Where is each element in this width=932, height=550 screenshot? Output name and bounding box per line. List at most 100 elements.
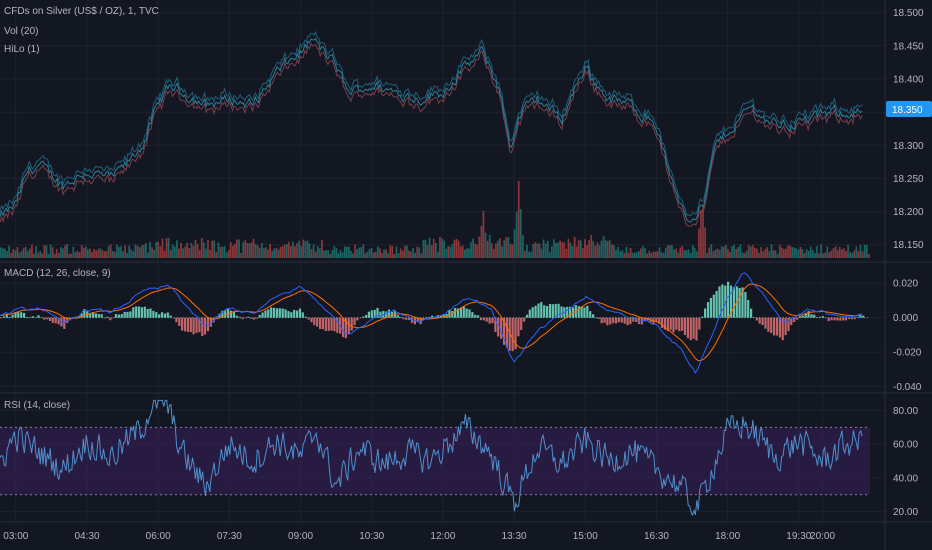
volume-bar bbox=[780, 247, 783, 258]
macd-pane-label[interactable]: MACD (12, 26, close, 9) bbox=[4, 268, 111, 279]
volume-bar bbox=[12, 249, 15, 258]
macd-hist-bar bbox=[465, 308, 468, 318]
macd-hist-bar bbox=[494, 317, 497, 332]
macd-hist-bar bbox=[632, 317, 635, 322]
volume-bar bbox=[565, 248, 568, 258]
volume-bar bbox=[178, 248, 180, 258]
volume-bar bbox=[16, 247, 19, 258]
macd-hist-bar bbox=[112, 317, 115, 319]
volume-bar bbox=[660, 252, 663, 258]
macd-histogram bbox=[0, 281, 865, 352]
macd-hist-bar bbox=[606, 317, 609, 326]
volume-bar bbox=[362, 244, 365, 258]
macd-hist-bar bbox=[135, 306, 138, 318]
macd-hist-bar bbox=[129, 311, 132, 318]
volume-bar bbox=[109, 244, 112, 258]
rsi-axis[interactable]: 80.00 60.00 40.00 20.00 bbox=[893, 406, 918, 518]
macd-hist-bar bbox=[195, 317, 198, 333]
macd-hist-bar bbox=[523, 317, 526, 322]
volume-bar bbox=[350, 250, 352, 258]
macd-hist-bar bbox=[778, 317, 781, 338]
volume-bar bbox=[623, 252, 626, 258]
volume-bar bbox=[863, 244, 866, 258]
volume-bar bbox=[650, 253, 653, 258]
volume-bar bbox=[45, 245, 48, 258]
macd-hist-bar bbox=[790, 317, 793, 325]
volume-bar bbox=[306, 240, 309, 258]
time-tick-label: 20:00 bbox=[810, 531, 835, 542]
volume-bar bbox=[136, 245, 139, 258]
macd-hist-bar bbox=[816, 317, 819, 318]
volume-bar bbox=[184, 246, 187, 258]
macd-hist-bar bbox=[402, 317, 405, 320]
volume-bar bbox=[10, 253, 13, 258]
volume-bar bbox=[596, 242, 599, 258]
volume-bar bbox=[700, 210, 702, 258]
volume-bar bbox=[638, 251, 640, 258]
macd-hist-bar bbox=[698, 317, 701, 330]
volume-bar bbox=[551, 246, 553, 258]
volume-bar bbox=[128, 245, 131, 258]
indicator-hilo-label[interactable]: HiLo (1) bbox=[4, 44, 40, 55]
macd-hist-bar bbox=[508, 317, 511, 351]
macd-hist-bar bbox=[301, 312, 304, 318]
macd-hist-bar bbox=[8, 316, 11, 318]
volume-bar bbox=[741, 252, 744, 258]
volume-bar bbox=[242, 242, 245, 258]
symbol-title[interactable]: CFDs on Silver (US$ / OZ), 1, TVC bbox=[4, 6, 159, 17]
macd-hist-bar bbox=[347, 317, 350, 335]
volume-bar bbox=[223, 246, 226, 258]
macd-hist-bar bbox=[324, 317, 327, 331]
macd-hist-bar bbox=[181, 317, 184, 331]
volume-bar bbox=[20, 250, 23, 258]
volume-bar bbox=[617, 247, 619, 258]
volume-bar bbox=[298, 240, 300, 258]
volume-bar bbox=[495, 243, 497, 258]
volume-bar bbox=[329, 254, 332, 258]
volume-bar bbox=[708, 247, 711, 258]
volume-bar bbox=[772, 250, 775, 258]
volume-bar bbox=[101, 249, 104, 258]
macd-hist-bar bbox=[505, 317, 508, 348]
macd-hist-bar bbox=[23, 312, 26, 318]
volume-bar bbox=[430, 245, 433, 258]
volume-bar bbox=[51, 247, 54, 258]
rsi-pane-label[interactable]: RSI (14, close) bbox=[4, 400, 70, 411]
volume-bar bbox=[546, 240, 549, 258]
volume-bar bbox=[739, 244, 742, 258]
volume-bar bbox=[256, 245, 259, 258]
volume-bar bbox=[47, 253, 50, 258]
volume-bar bbox=[615, 249, 617, 258]
macd-hist-bar bbox=[224, 310, 227, 318]
macd-hist-bar bbox=[827, 317, 830, 322]
price-high-line bbox=[0, 30, 863, 217]
macd-hist-bar bbox=[336, 317, 339, 333]
macd-hist-bar bbox=[491, 317, 494, 324]
volume-bar bbox=[499, 238, 501, 258]
macd-axis[interactable]: 0.020 0.000 -0.020 -0.040 bbox=[893, 279, 922, 393]
macd-hist-bar bbox=[284, 309, 287, 318]
volume-bar bbox=[727, 249, 729, 258]
macd-hist-bar bbox=[500, 317, 503, 339]
volume-bar bbox=[163, 250, 166, 258]
macd-hist-bar bbox=[767, 317, 770, 332]
volume-bar bbox=[830, 250, 833, 258]
macd-hist-bar bbox=[850, 317, 853, 320]
macd-hist-bar bbox=[712, 294, 715, 318]
macd-hist-bar bbox=[603, 317, 606, 323]
volume-bar bbox=[356, 249, 358, 258]
volume-bar bbox=[22, 247, 25, 258]
macd-hist-bar bbox=[847, 317, 850, 319]
volume-bar bbox=[859, 244, 862, 258]
macd-hist-bar bbox=[327, 317, 330, 331]
indicator-vol-label[interactable]: Vol (20) bbox=[4, 26, 38, 37]
macd-hist-bar bbox=[201, 317, 204, 336]
macd-hist-bar bbox=[456, 308, 460, 318]
time-axis[interactable]: 03:00 04:30 06:00 07:30 09:00 10:30 12:00 13:30… bbox=[3, 531, 835, 542]
volume-bar bbox=[476, 244, 479, 258]
volume-bar bbox=[263, 248, 265, 258]
macd-hist-bar bbox=[842, 317, 845, 321]
time-tick-label: 13:30 bbox=[502, 531, 527, 542]
macd-hist-bar bbox=[330, 317, 333, 331]
